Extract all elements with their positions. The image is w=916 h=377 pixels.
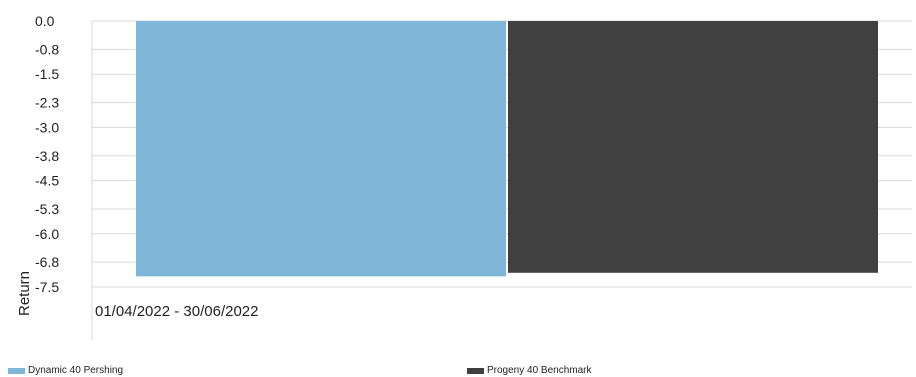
legend-swatch-series-1 <box>8 367 25 374</box>
bar-progeny-40-benchmark <box>508 21 878 273</box>
y-tick-label: -6.8 <box>35 254 59 270</box>
y-tick-label: -0.8 <box>35 41 59 57</box>
y-tick-label: -2.3 <box>35 95 59 111</box>
y-tick-label: -3.0 <box>35 119 59 135</box>
x-axis-category-labels: 01/04/2022 - 30/06/2022 <box>95 303 258 320</box>
legend-item-series-1: Dynamic 40 Pershing <box>8 364 123 377</box>
legend-label-series-1: Dynamic 40 Pershing <box>28 365 124 376</box>
y-axis-tick-labels: 0.0 -0.8 -1.5 -2.3 -3.0 -3.8 -4.5 -5.3 -6.0 -6.8 -… <box>35 13 59 295</box>
legend: Dynamic 40 Pershing Progeny 40 Benchmark <box>0 364 916 377</box>
bar-dynamic-40-pershing <box>136 21 506 277</box>
y-tick-label: -4.5 <box>35 173 59 189</box>
legend-swatch-series-2 <box>467 367 484 374</box>
legend-item-series-2: Progeny 40 Benchmark <box>467 364 592 377</box>
y-tick-label: -5.3 <box>35 201 59 217</box>
y-tick-label: -6.0 <box>35 226 59 242</box>
y-axis-title: Return <box>16 271 33 316</box>
y-tick-label: 0.0 <box>35 13 55 29</box>
y-tick-label: -1.5 <box>35 66 59 82</box>
bars <box>136 21 878 277</box>
legend-label-series-2: Progeny 40 Benchmark <box>487 365 592 376</box>
x-category-label: 01/04/2022 - 30/06/2022 <box>95 303 258 320</box>
y-tick-label: -7.5 <box>35 279 59 295</box>
y-tick-label: -3.8 <box>35 148 59 164</box>
